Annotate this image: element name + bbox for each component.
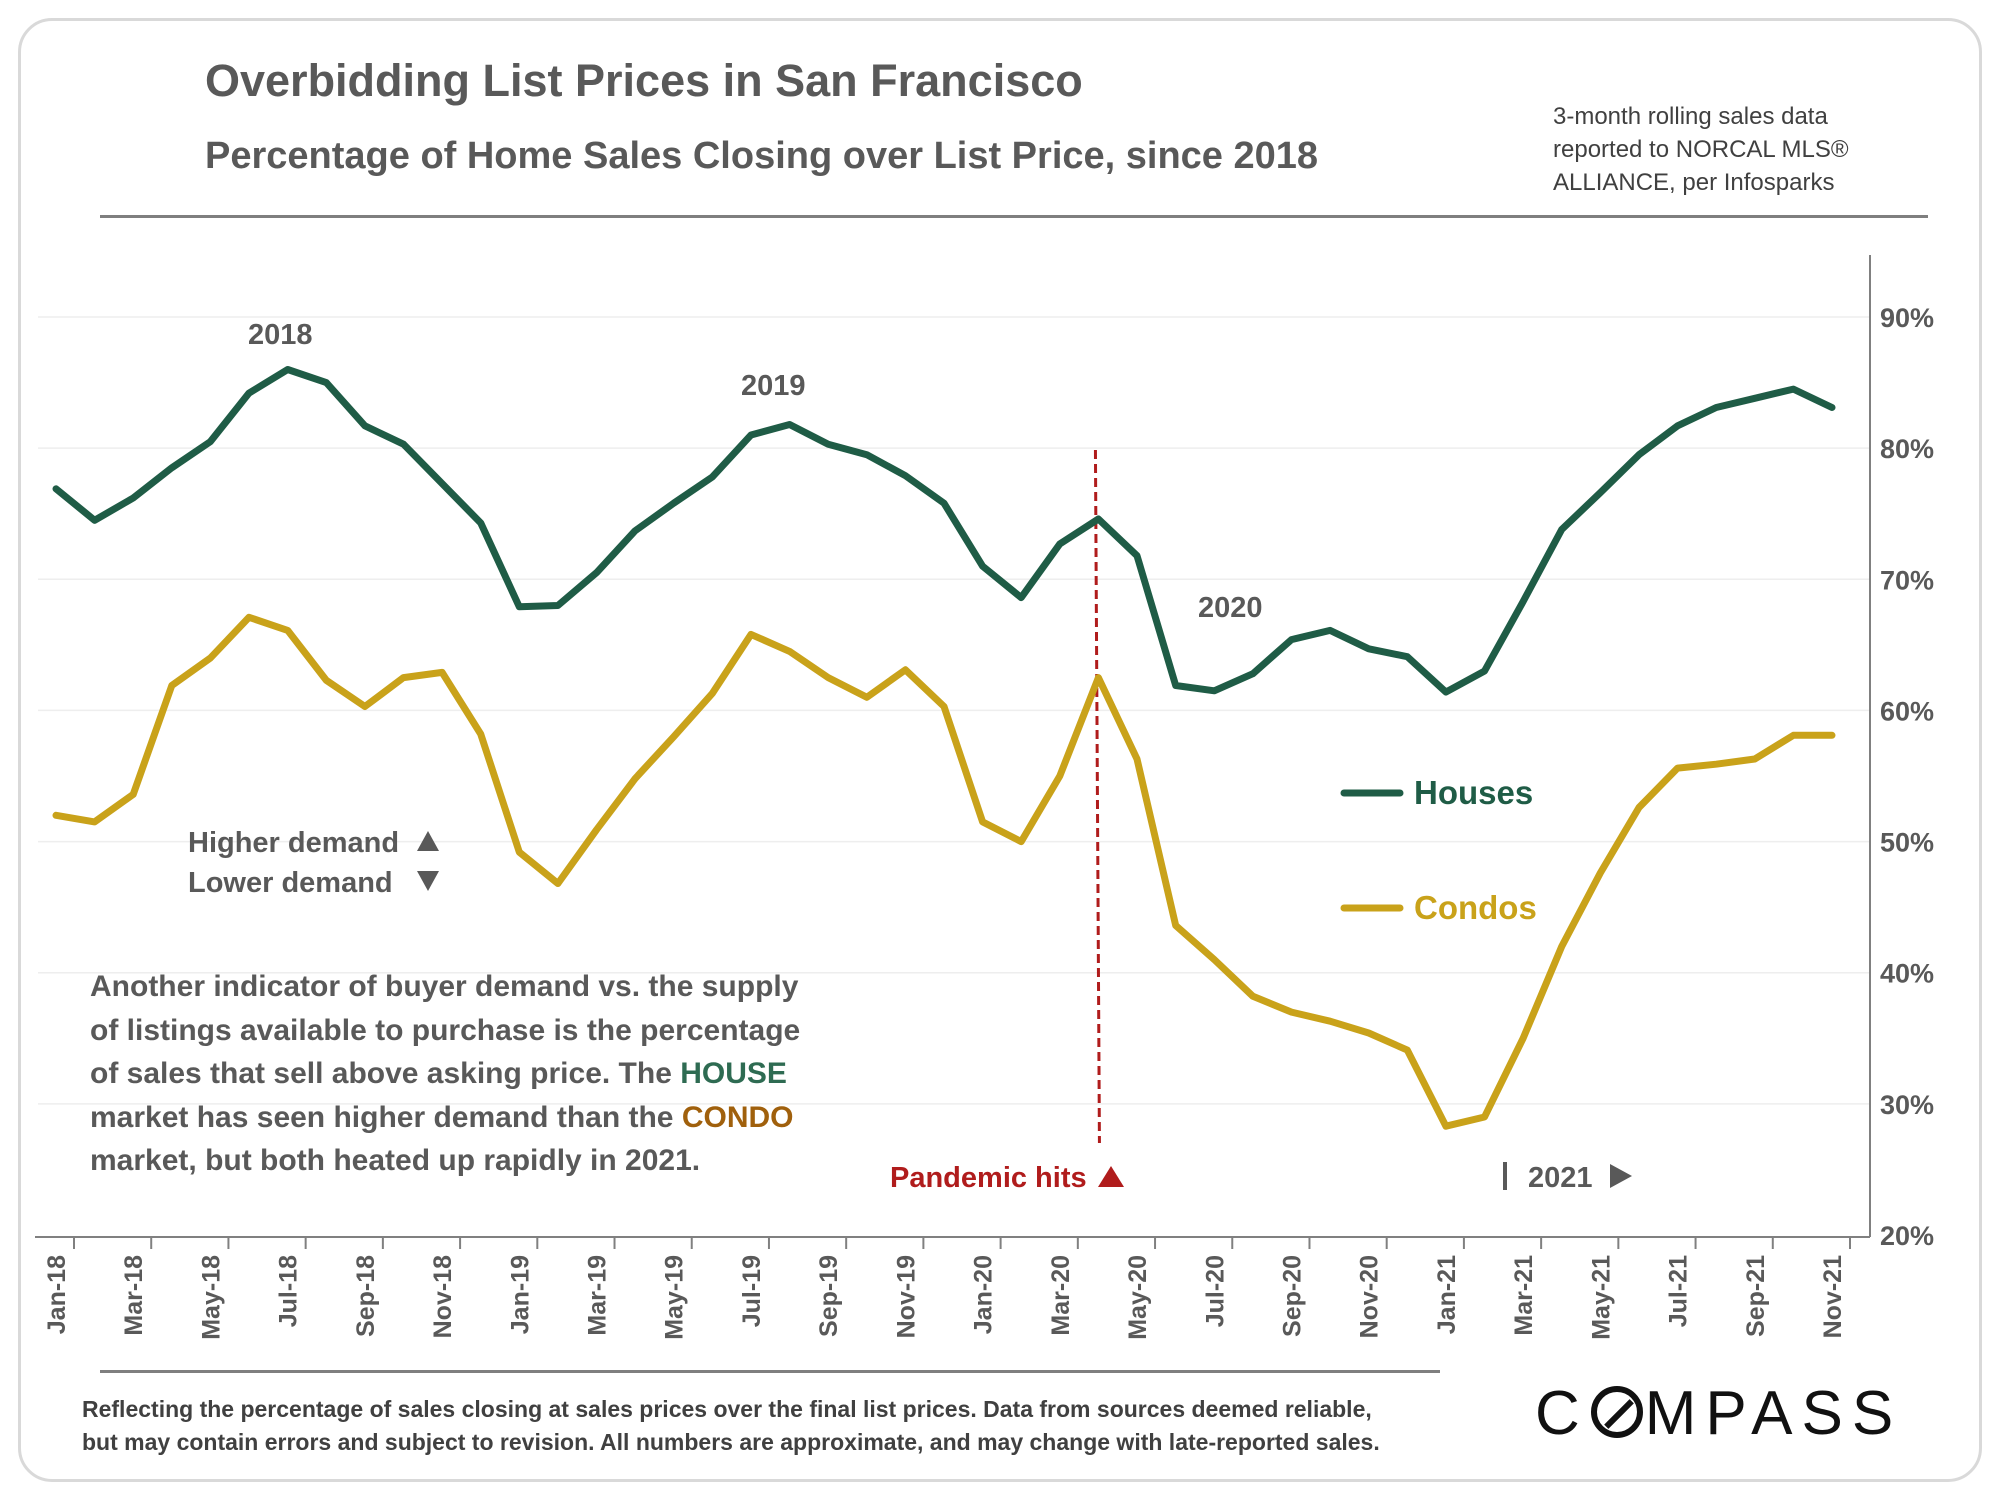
x-tick-label: Mar-21	[1510, 1255, 1538, 1336]
x-tick-label: Nov-21	[1819, 1255, 1847, 1338]
x-tick-label: Jan-21	[1433, 1255, 1461, 1334]
legend-label: Condos	[1414, 889, 1537, 926]
source-line-2: reported to NORCAL MLS®	[1553, 136, 1849, 163]
x-tick-label: Mar-19	[584, 1255, 612, 1336]
down-triangle-icon	[417, 871, 439, 891]
x-tick-label: Jul-18	[275, 1255, 303, 1327]
x-tick-label: Jul-20	[1201, 1255, 1229, 1327]
x-tick-label: May-19	[661, 1255, 689, 1340]
paragraph-line-5: market, but both heated up rapidly in 20…	[90, 1144, 701, 1177]
paragraph-line-4-text: market has seen higher demand than the	[90, 1100, 682, 1134]
compass-logo: C MPASS	[1535, 1378, 1902, 1449]
x-tick-label: Jul-21	[1665, 1255, 1693, 1327]
pandemic-marker-line	[1093, 449, 1101, 1144]
source-line-3: ALLIANCE, per Infosparks	[1553, 169, 1835, 196]
lower-demand-label: Lower demand	[188, 867, 393, 899]
x-tick-label: Nov-18	[429, 1255, 457, 1338]
up-triangle-icon	[1098, 1166, 1124, 1187]
year-label-2021: 2021	[1528, 1162, 1593, 1194]
paragraph-line-1: Another indicator of buyer demand vs. th…	[90, 970, 799, 1003]
logo-o-symbol	[1590, 1386, 1643, 1438]
logo-letter-c: C	[1535, 1379, 1589, 1448]
legend-label: Houses	[1414, 774, 1533, 811]
y-tick-label: 90%	[1880, 303, 1934, 333]
x-tick-label: Jan-20	[970, 1255, 998, 1334]
source-line-1: 3-month rolling sales data	[1553, 103, 1828, 130]
footnote-line-1: Reflecting the percentage of sales closi…	[82, 1396, 1372, 1422]
footnote: Reflecting the percentage of sales closi…	[82, 1393, 1380, 1459]
y-tick-label: 60%	[1880, 696, 1934, 726]
up-triangle-icon	[417, 831, 439, 851]
y-tick-label: 40%	[1880, 959, 1934, 989]
pandemic-label: Pandemic hits	[890, 1162, 1087, 1194]
x-tick-label: Sep-20	[1278, 1255, 1306, 1337]
right-arrow-icon	[1610, 1164, 1632, 1188]
explanation-paragraph: Another indicator of buyer demand vs. th…	[90, 965, 800, 1183]
x-tick-label: May-21	[1587, 1255, 1615, 1340]
chart-title: Overbidding List Prices in San Francisco	[205, 55, 1083, 106]
y-tick-label: 50%	[1880, 828, 1934, 858]
source-note: 3-month rolling sales data reported to N…	[1553, 100, 1849, 199]
logo-letters-rest: MPASS	[1644, 1379, 1903, 1448]
higher-demand-label: Higher demand	[188, 827, 399, 859]
y-tick-label: 20%	[1880, 1221, 1934, 1251]
x-tick-label: Mar-20	[1047, 1255, 1075, 1336]
x-tick-label: Jan-19	[506, 1255, 534, 1334]
condos-series-line	[52, 613, 1836, 1130]
x-tick-label: Nov-19	[892, 1255, 920, 1338]
paragraph-line-4: market has seen higher demand than the C…	[90, 1096, 800, 1140]
y-tick-label: 80%	[1880, 434, 1934, 464]
x-tick-label: Jan-18	[43, 1255, 71, 1334]
x-tick-label: Sep-18	[352, 1255, 380, 1337]
year-label-2018: 2018	[248, 319, 313, 351]
footer-rule	[100, 1370, 1440, 1373]
x-tick-label: Nov-20	[1356, 1255, 1384, 1338]
x-tick-label: May-18	[197, 1255, 225, 1340]
footnote-line-2: but may contain errors and subject to re…	[82, 1429, 1380, 1455]
paragraph-line-3-text: of sales that sell above asking price. T…	[90, 1057, 681, 1090]
house-highlight: HOUSE	[680, 1057, 787, 1090]
paragraph-line-2: of listings available to purchase is the…	[90, 1013, 801, 1047]
x-tick-label: Sep-19	[815, 1255, 843, 1337]
x-tick-label: Mar-18	[120, 1255, 148, 1336]
chart-subtitle: Percentage of Home Sales Closing over Li…	[205, 135, 1319, 177]
y-tick-label: 30%	[1880, 1090, 1934, 1120]
header-rule	[100, 215, 1928, 218]
year-label-2020: 2020	[1198, 592, 1263, 624]
year-label-2019: 2019	[741, 370, 806, 402]
paragraph-line-3: of sales that sell above asking price. T…	[90, 1052, 800, 1096]
y-tick-label: 70%	[1880, 565, 1934, 595]
condo-highlight: CONDO	[681, 1100, 794, 1134]
x-tick-label: Jul-19	[738, 1255, 766, 1327]
houses-series-line	[52, 366, 1836, 696]
x-tick-label: May-20	[1124, 1255, 1152, 1340]
x-tick-label: Sep-21	[1742, 1255, 1770, 1337]
